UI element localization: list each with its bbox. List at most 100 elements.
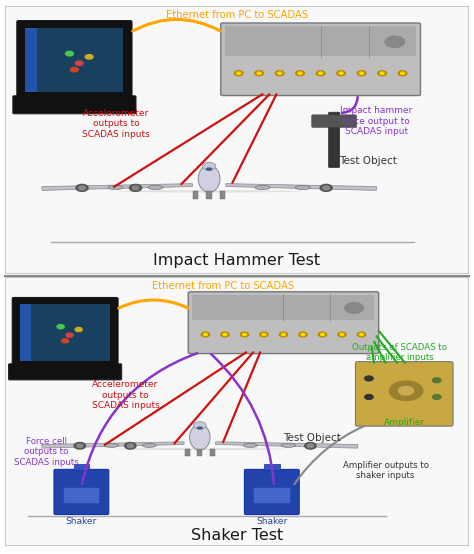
Ellipse shape	[104, 443, 118, 448]
FancyBboxPatch shape	[54, 469, 109, 515]
Ellipse shape	[142, 443, 156, 448]
Text: Force cell
outputs to
SCADAS inputs: Force cell outputs to SCADAS inputs	[14, 437, 79, 466]
Ellipse shape	[281, 443, 295, 448]
Circle shape	[320, 184, 332, 191]
FancyBboxPatch shape	[210, 449, 215, 456]
FancyBboxPatch shape	[356, 362, 453, 426]
FancyBboxPatch shape	[328, 112, 340, 167]
Circle shape	[125, 443, 136, 449]
Polygon shape	[216, 442, 358, 448]
FancyBboxPatch shape	[12, 297, 118, 366]
Polygon shape	[42, 442, 184, 448]
FancyBboxPatch shape	[220, 191, 225, 199]
Circle shape	[339, 72, 343, 74]
FancyBboxPatch shape	[197, 449, 202, 456]
Circle shape	[323, 186, 329, 190]
Circle shape	[305, 443, 316, 449]
Ellipse shape	[202, 162, 216, 170]
Circle shape	[260, 332, 268, 337]
Circle shape	[71, 68, 78, 72]
Ellipse shape	[193, 422, 206, 429]
Circle shape	[380, 72, 384, 74]
Circle shape	[279, 332, 288, 337]
FancyBboxPatch shape	[188, 292, 379, 353]
Circle shape	[365, 394, 373, 399]
Circle shape	[79, 186, 85, 190]
Circle shape	[66, 333, 73, 337]
Text: Amplifier: Amplifier	[383, 418, 425, 427]
FancyBboxPatch shape	[26, 28, 37, 92]
Circle shape	[57, 325, 64, 329]
Circle shape	[433, 378, 441, 383]
FancyBboxPatch shape	[221, 23, 420, 95]
Text: Test Object: Test Object	[283, 433, 341, 443]
Circle shape	[399, 387, 413, 395]
Text: Amplifier outputs to
shaker inputs: Amplifier outputs to shaker inputs	[343, 461, 428, 480]
Ellipse shape	[198, 165, 220, 192]
FancyBboxPatch shape	[312, 115, 356, 127]
Ellipse shape	[113, 448, 287, 450]
Circle shape	[316, 71, 325, 76]
Circle shape	[237, 72, 241, 74]
FancyArrowPatch shape	[133, 19, 220, 31]
FancyBboxPatch shape	[225, 27, 416, 56]
Text: Ethernet from PC to SCADAS: Ethernet from PC to SCADAS	[166, 10, 308, 20]
Circle shape	[77, 444, 83, 448]
Circle shape	[319, 332, 327, 337]
Circle shape	[243, 334, 246, 336]
Circle shape	[203, 334, 207, 336]
Circle shape	[345, 302, 364, 313]
FancyBboxPatch shape	[5, 6, 469, 274]
FancyBboxPatch shape	[254, 488, 290, 502]
FancyArrowPatch shape	[118, 300, 188, 308]
Circle shape	[337, 71, 346, 76]
Circle shape	[221, 332, 229, 337]
Circle shape	[85, 54, 93, 59]
Text: Impact hammer
force output to
SCADAS input: Impact hammer force output to SCADAS inp…	[340, 106, 412, 136]
FancyBboxPatch shape	[26, 28, 123, 92]
Ellipse shape	[255, 186, 270, 189]
Ellipse shape	[108, 186, 123, 189]
Circle shape	[357, 332, 365, 337]
Circle shape	[278, 72, 282, 74]
Circle shape	[74, 443, 85, 449]
Circle shape	[365, 376, 373, 381]
Text: Accelerometer
outputs to
SCADAS inputs: Accelerometer outputs to SCADAS inputs	[91, 381, 159, 410]
Circle shape	[129, 184, 142, 191]
Circle shape	[299, 332, 307, 337]
Ellipse shape	[148, 186, 163, 189]
Circle shape	[401, 72, 404, 74]
Circle shape	[360, 334, 364, 336]
Circle shape	[132, 186, 139, 190]
Polygon shape	[42, 183, 192, 191]
Ellipse shape	[197, 427, 203, 430]
FancyBboxPatch shape	[74, 464, 89, 470]
Ellipse shape	[243, 443, 257, 448]
Circle shape	[76, 184, 88, 191]
Circle shape	[378, 71, 386, 76]
FancyBboxPatch shape	[20, 304, 110, 361]
Text: Shaker Test: Shaker Test	[191, 528, 283, 543]
Circle shape	[389, 381, 423, 401]
Text: Test Object: Test Object	[339, 156, 397, 166]
Circle shape	[398, 71, 407, 76]
Circle shape	[282, 334, 285, 336]
FancyBboxPatch shape	[245, 469, 299, 515]
Circle shape	[240, 332, 248, 337]
Circle shape	[275, 71, 284, 76]
FancyBboxPatch shape	[9, 364, 122, 380]
Circle shape	[65, 52, 73, 56]
Text: Ethernet from PC to SCADAS: Ethernet from PC to SCADAS	[152, 280, 294, 291]
FancyBboxPatch shape	[5, 277, 469, 546]
FancyArrowPatch shape	[294, 426, 365, 484]
Circle shape	[262, 334, 266, 336]
Text: Shaker: Shaker	[256, 517, 287, 526]
Circle shape	[301, 334, 305, 336]
Circle shape	[385, 36, 404, 48]
Text: Shaker: Shaker	[66, 517, 97, 526]
FancyBboxPatch shape	[193, 191, 199, 199]
FancyArrowPatch shape	[211, 354, 274, 484]
FancyArrowPatch shape	[82, 353, 197, 484]
Text: Outputs of SCADAS to
amplifier inputs: Outputs of SCADAS to amplifier inputs	[352, 342, 447, 362]
Ellipse shape	[117, 190, 301, 193]
